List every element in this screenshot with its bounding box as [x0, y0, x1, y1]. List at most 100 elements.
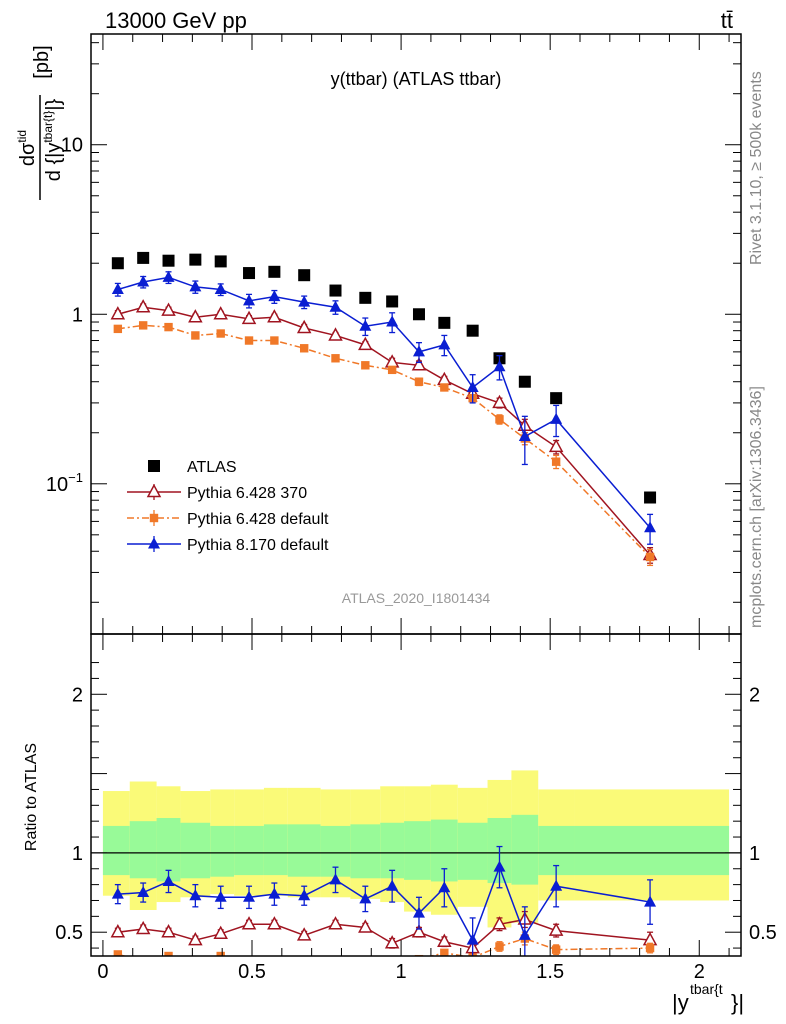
rivet-label: Rivet 3.1.10, ≥ 500k events: [748, 71, 765, 265]
main-series-line: [117, 276, 651, 529]
main-data-point: [550, 392, 563, 405]
ratio-data-point: [137, 885, 150, 898]
main-data-point: [213, 306, 228, 320]
main-data-point: [243, 294, 256, 306]
main-series-layer: [110, 251, 658, 567]
ratio-data-point: [411, 924, 427, 938]
ratio-y-axis-label: Ratio to ATLAS: [23, 743, 40, 851]
header-right-label: tt̄: [721, 8, 733, 33]
main-data-point: [412, 345, 425, 357]
ratio-data-point: [551, 945, 561, 954]
ratio-data-point: [268, 887, 281, 899]
ratio-data-point: [331, 960, 339, 968]
main-data-point: [243, 267, 256, 280]
main-data-point: [268, 290, 281, 302]
ratio-y-tick-label-left: 1: [72, 843, 83, 865]
ratio-data-point: [328, 916, 343, 930]
legend-label: ATLAS: [187, 459, 237, 476]
inner-band-segment: [457, 822, 488, 880]
main-data-point: [241, 310, 257, 325]
x-tick-label: 0.5: [238, 961, 266, 983]
y-tick-label: 10−1: [46, 470, 83, 496]
main-data-point: [440, 383, 449, 392]
ratio-data-point: [241, 916, 257, 930]
main-data-point: [550, 412, 563, 424]
ratio-data-point: [164, 951, 173, 956]
main-data-point: [161, 302, 176, 316]
y-tick-label: 1: [72, 304, 83, 326]
ratio-panel-frame: [90, 633, 742, 957]
ratio-data-point: [113, 950, 123, 956]
main-data-point: [298, 295, 311, 307]
main-series-line: [117, 324, 651, 558]
svg-text:}|: }|: [731, 990, 744, 1015]
ratio-data-point: [161, 924, 176, 938]
svg-text:dσtid: dσtid: [15, 130, 39, 166]
main-data-point: [216, 329, 225, 338]
main-data-point: [214, 282, 227, 294]
ratio-data-point: [298, 889, 311, 901]
main-data-point: [518, 429, 531, 442]
main-data-point: [270, 336, 279, 345]
ratio-data-point: [518, 928, 531, 940]
main-data-point: [414, 377, 424, 386]
main-data-point: [438, 316, 451, 329]
legend-entry: ATLAS: [148, 459, 237, 476]
inner-band-segment: [350, 824, 381, 879]
main-data-point: [412, 308, 425, 321]
header-left-label: 13000 GeV pp: [105, 8, 247, 33]
svg-text:|y: |y: [672, 990, 689, 1015]
ratio-data-point: [550, 879, 563, 891]
main-y-axis-label: dσtid d {|ytbar{t}|} [pb]: [15, 45, 65, 200]
main-data-point: [466, 324, 479, 337]
inner-band-segment: [404, 821, 431, 880]
legend-swatch-marker: [149, 513, 159, 523]
main-data-point: [386, 295, 399, 308]
inner-band-segment: [574, 825, 730, 876]
ratio-data-point: [466, 933, 479, 945]
main-data-point: [214, 255, 227, 268]
ratio-data-point: [492, 916, 507, 930]
ratio-data-point: [645, 943, 655, 953]
x-tick-label: 0: [97, 961, 108, 983]
legend-label: Pythia 6.428 370: [187, 485, 307, 502]
main-data-point: [329, 300, 342, 312]
inner-band-segment: [511, 814, 539, 885]
main-data-point: [110, 306, 126, 320]
main-data-point: [188, 309, 203, 323]
legend-entry: Pythia 6.428 default: [127, 510, 329, 528]
main-data-point: [244, 336, 254, 345]
main-data-point: [328, 327, 343, 341]
main-data-point: [135, 299, 151, 313]
inner-band-segment: [287, 824, 321, 877]
ratio-data-point: [111, 887, 124, 899]
mcplots-label: mcplots.cern.ch [arXiv:1306.3436]: [748, 386, 765, 628]
inner-band-segment: [180, 822, 211, 879]
main-data-point: [551, 457, 561, 466]
main-data-point: [138, 321, 148, 330]
main-series-3: [111, 270, 657, 545]
ratio-data-point: [359, 892, 372, 904]
main-data-point: [493, 360, 506, 372]
legend-entry: Pythia 8.170 default: [127, 536, 329, 554]
ratio-data-point: [267, 916, 282, 930]
x-axis-label: |y tbar{t }|: [672, 981, 744, 1015]
main-data-point: [411, 357, 427, 371]
ratio-data-point: [329, 873, 342, 885]
main-data-point: [111, 257, 124, 270]
main-data-point: [268, 265, 281, 278]
x-tick-label: 1: [396, 961, 407, 983]
legend-swatch-marker: [148, 460, 160, 472]
ratio-series-layer: [110, 845, 658, 968]
inner-band-segment: [263, 824, 288, 876]
main-data-point: [162, 270, 175, 282]
main-data-point: [548, 438, 564, 453]
ratio-data-point: [189, 889, 202, 901]
ratio-y-tick-label-right: 0.5: [749, 922, 777, 944]
main-data-point: [331, 354, 340, 363]
inner-band-segment: [102, 825, 130, 876]
ratio-y-tick-labels: 0.5 0.5 1 1 2 2: [55, 684, 777, 944]
main-data-point: [495, 415, 504, 424]
main-y-tick-labels: 10−1 1 10: [46, 135, 83, 496]
